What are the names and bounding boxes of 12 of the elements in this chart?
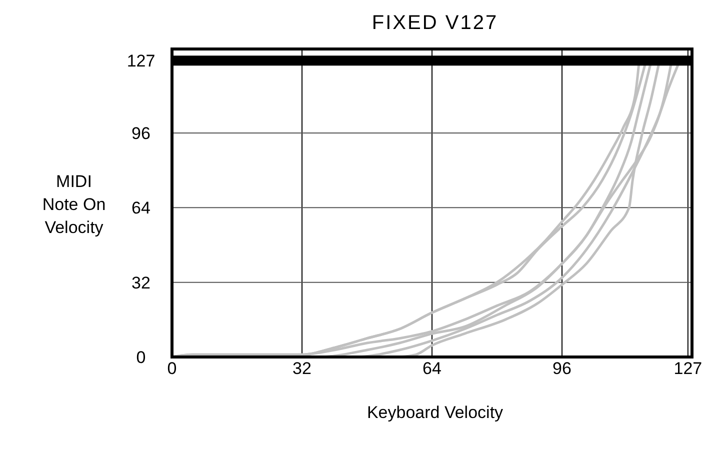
x-tick-label: 96 [552, 359, 572, 378]
chart-title: FIXED V127 [372, 12, 498, 34]
y-tick-label: 127 [126, 52, 156, 71]
x-tick-label: 0 [167, 359, 177, 378]
x-axis-title: Keyboard Velocity [366, 403, 504, 422]
x-tick-label: 64 [422, 359, 442, 378]
x-tick-label: 32 [292, 359, 312, 378]
y-axis-title: MIDI Note On Velocity [42, 172, 106, 237]
y-tick-label: 64 [132, 198, 150, 218]
y-tick-label: 32 [132, 273, 150, 292]
y-tick-label: 96 [132, 124, 150, 143]
x-tick-label: 127 [674, 359, 702, 378]
